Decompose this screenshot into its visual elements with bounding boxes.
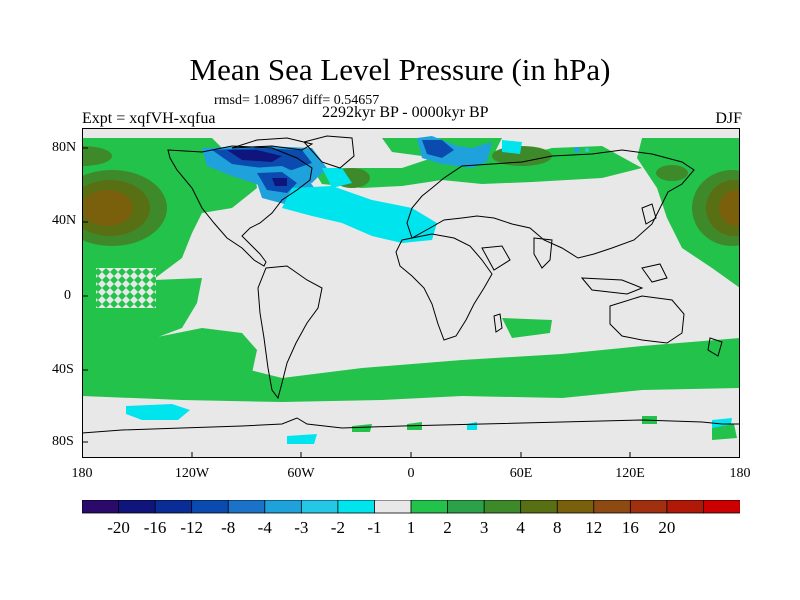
colorbar-label-15: 20 <box>658 518 676 537</box>
hatched-region <box>96 268 156 308</box>
outline-antarctica <box>82 417 740 434</box>
season-label: DJF <box>715 110 742 127</box>
map-title: Mean Sea Level Pressure (in hPa) <box>189 52 611 87</box>
colorbar-label-2: -12 <box>180 518 203 537</box>
colorbar-label-14: 16 <box>621 518 639 537</box>
colorbar-label-13: 12 <box>585 518 603 537</box>
lat-label-80s: 80S <box>52 434 74 449</box>
map-panel <box>82 128 740 458</box>
period-label: 2292kyr BP - 0000kyr BP <box>322 104 489 121</box>
colorbar-label-0: -20 <box>107 518 130 537</box>
colorbar-swatch-3 <box>191 500 229 514</box>
outline-eurasia <box>406 149 695 259</box>
colorbar-swatch-12 <box>520 500 558 514</box>
lat-label-40n: 40N <box>52 213 77 228</box>
colorbar-swatch-17 <box>703 500 740 514</box>
colorbar-swatch-14 <box>593 500 632 514</box>
lon-label-60e: 60E <box>509 466 533 481</box>
colorbar-swatch-5 <box>264 500 303 514</box>
colorbar-label-7: -1 <box>367 518 382 537</box>
coastlines <box>82 135 740 434</box>
lat-label-80n: 80N <box>52 140 77 155</box>
lon-label-180-east: 180 <box>729 466 751 481</box>
lon-label-60w: 60W <box>287 466 315 481</box>
outline-australia <box>609 295 685 344</box>
colorbar-swatch-13 <box>556 500 595 514</box>
lat-label-0: 0 <box>64 288 71 303</box>
colorbar-label-1: -16 <box>143 518 167 537</box>
field-southern-ocean <box>82 338 740 402</box>
colorbar-swatch-9 <box>410 500 449 514</box>
colorbar-label-6: -2 <box>330 518 345 537</box>
colorbar-label-12: 8 <box>552 518 562 537</box>
outline-greenland <box>303 135 355 169</box>
colorbar-swatch-6 <box>300 500 339 514</box>
lon-label-120w: 120W <box>174 466 210 481</box>
colorbar-swatch-0 <box>82 500 120 514</box>
colorbar-swatch-15 <box>629 500 668 514</box>
colorbar-swatch-8 <box>374 500 412 514</box>
colorbar-label-10: 3 <box>479 518 489 537</box>
colorbar-label-11: 4 <box>516 518 525 537</box>
rmsd-diff-stats: rmsd= 1.08967 diff= 0.54657 <box>214 93 380 108</box>
colorbar-label-3: -8 <box>221 518 236 537</box>
field-atlantic-low <box>282 186 437 243</box>
low-center-na <box>227 150 282 162</box>
field-antarctic-low <box>126 404 190 420</box>
high-center-east <box>719 190 740 226</box>
lon-label-120e: 120E <box>615 466 645 481</box>
outline-north-america <box>167 145 313 267</box>
experiment-label: Expt = xqfVH-xqfua <box>82 110 216 127</box>
colorbar-swatch-16 <box>666 500 705 514</box>
colorbar-swatch-1 <box>118 500 156 514</box>
colorbar-label-9: 2 <box>443 518 452 537</box>
colorbar-label-5: -3 <box>294 518 309 537</box>
colorbar-swatch-11 <box>483 500 522 514</box>
colorbar-label-4: -4 <box>257 518 272 537</box>
colorbar-swatch-4 <box>227 500 266 514</box>
colorbar-label-8: 1 <box>406 518 416 537</box>
colorbar <box>82 500 740 514</box>
lat-label-40s: 40S <box>52 362 74 377</box>
outline-africa <box>395 233 493 341</box>
high-center-west <box>82 190 133 226</box>
colorbar-swatch-2 <box>154 500 193 514</box>
outline-south-america <box>257 265 323 400</box>
lon-label-0: 0 <box>407 466 415 481</box>
colorbar-swatch-10 <box>447 500 485 514</box>
colorbar-swatch-7 <box>337 500 376 514</box>
lon-label-180-west: 180 <box>71 466 93 481</box>
